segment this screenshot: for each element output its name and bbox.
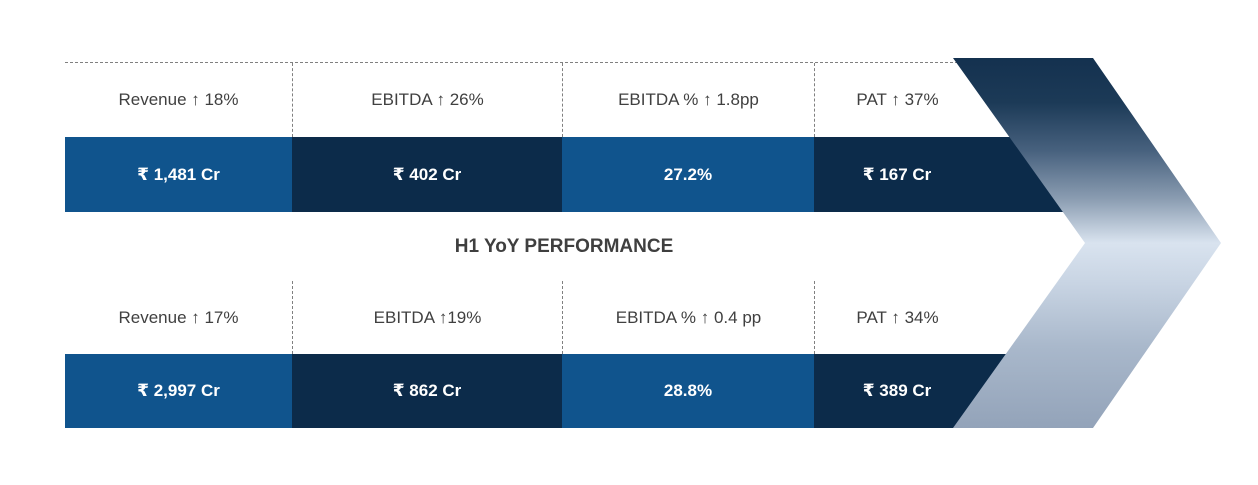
metric-label-ebitda-bottom: EBITDA ↑19% [292, 281, 562, 354]
metric-value-revenue-bottom: ₹ 2,997 Cr [65, 354, 292, 428]
top-metric-values-row: ₹ 1,481 Cr ₹ 402 Cr 27.2% ₹ 167 Cr [65, 137, 1063, 212]
bottom-metric-values-row: ₹ 2,997 Cr ₹ 862 Cr 28.8% ₹ 389 Cr [65, 354, 1063, 428]
metric-value-ebitda-pct-bottom: 28.8% [562, 354, 814, 428]
metric-label-pat-bottom: PAT ↑ 34% [814, 281, 1063, 354]
performance-table: Revenue ↑ 18% EBITDA ↑ 26% EBITDA % ↑ 1.… [65, 62, 1063, 428]
top-metric-labels-row: Revenue ↑ 18% EBITDA ↑ 26% EBITDA % ↑ 1.… [65, 62, 1063, 137]
metric-label-revenue-top: Revenue ↑ 18% [118, 90, 239, 109]
metric-label-revenue-bottom: Revenue ↑ 17% [118, 307, 239, 327]
metric-label-ebitda-pct-top: EBITDA % ↑ 1.8pp [562, 63, 814, 137]
metric-value-ebitda-top: ₹ 402 Cr [292, 137, 562, 212]
metric-label-pat-top: PAT ↑ 37% [814, 63, 1063, 137]
metric-value-revenue-top: ₹ 1,481 Cr [65, 137, 292, 212]
page-title: H1 YoY PERFORMANCE [454, 235, 674, 257]
metric-label-ebitda-top: EBITDA ↑ 26% [292, 63, 562, 137]
metric-value-ebitda-bottom: ₹ 862 Cr [292, 354, 562, 428]
performance-title-row: H1 YoY PERFORMANCE [65, 212, 1063, 281]
metric-value-ebitda-pct-top: 27.2% [562, 137, 814, 212]
metric-label-ebitda-pct-bottom: EBITDA % ↑ 0.4 pp [562, 281, 814, 354]
bottom-metric-labels-row: Revenue ↑ 17% EBITDA ↑19% EBITDA % ↑ 0.4… [65, 281, 1063, 354]
